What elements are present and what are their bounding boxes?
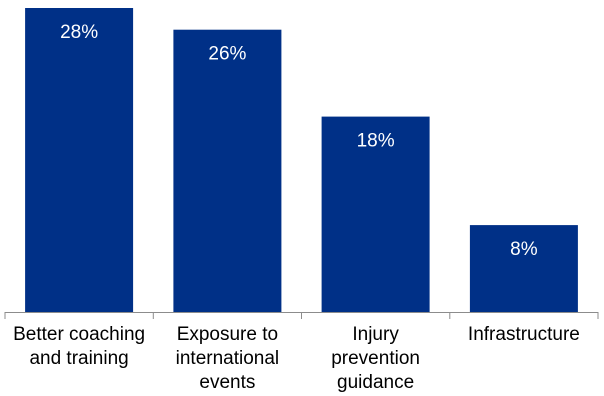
x-axis-tick-labels-group: Better coaching and training Exposure to in… — [13, 324, 580, 393]
x-tick-label-line: Better coaching — [13, 324, 145, 345]
value-label-2: 26% — [208, 44, 246, 65]
value-labels-group: 28% 26% 18% 8% — [60, 22, 538, 260]
value-label-1: 28% — [60, 22, 98, 43]
bar-1 — [25, 8, 134, 312]
bar-4 — [469, 225, 578, 312]
x-tick-label-line: Injury — [352, 324, 399, 345]
x-tick-label-line: international — [176, 348, 280, 369]
x-tick-label-line: events — [199, 372, 255, 393]
x-tick-label-line: prevention — [331, 348, 420, 369]
x-tick-label-line: guidance — [337, 372, 414, 393]
x-tick-label-1: Better coaching and training — [13, 324, 145, 369]
value-label-4: 8% — [510, 239, 538, 260]
x-axis-ticks-group — [4, 312, 599, 319]
x-tick-label-line: Exposure to — [177, 324, 278, 345]
x-tick-label-4: Infrastructure — [468, 324, 580, 345]
x-tick-label-line: Infrastructure — [468, 324, 580, 345]
x-tick-label-2: Exposure to international events — [176, 324, 280, 393]
x-tick-label-line: and training — [29, 348, 128, 369]
bar-2 — [173, 29, 282, 312]
value-label-3: 18% — [357, 131, 395, 152]
bars-group — [25, 8, 578, 312]
x-tick-label-3: Injury prevention guidance — [331, 324, 420, 393]
bar-3 — [321, 116, 430, 312]
